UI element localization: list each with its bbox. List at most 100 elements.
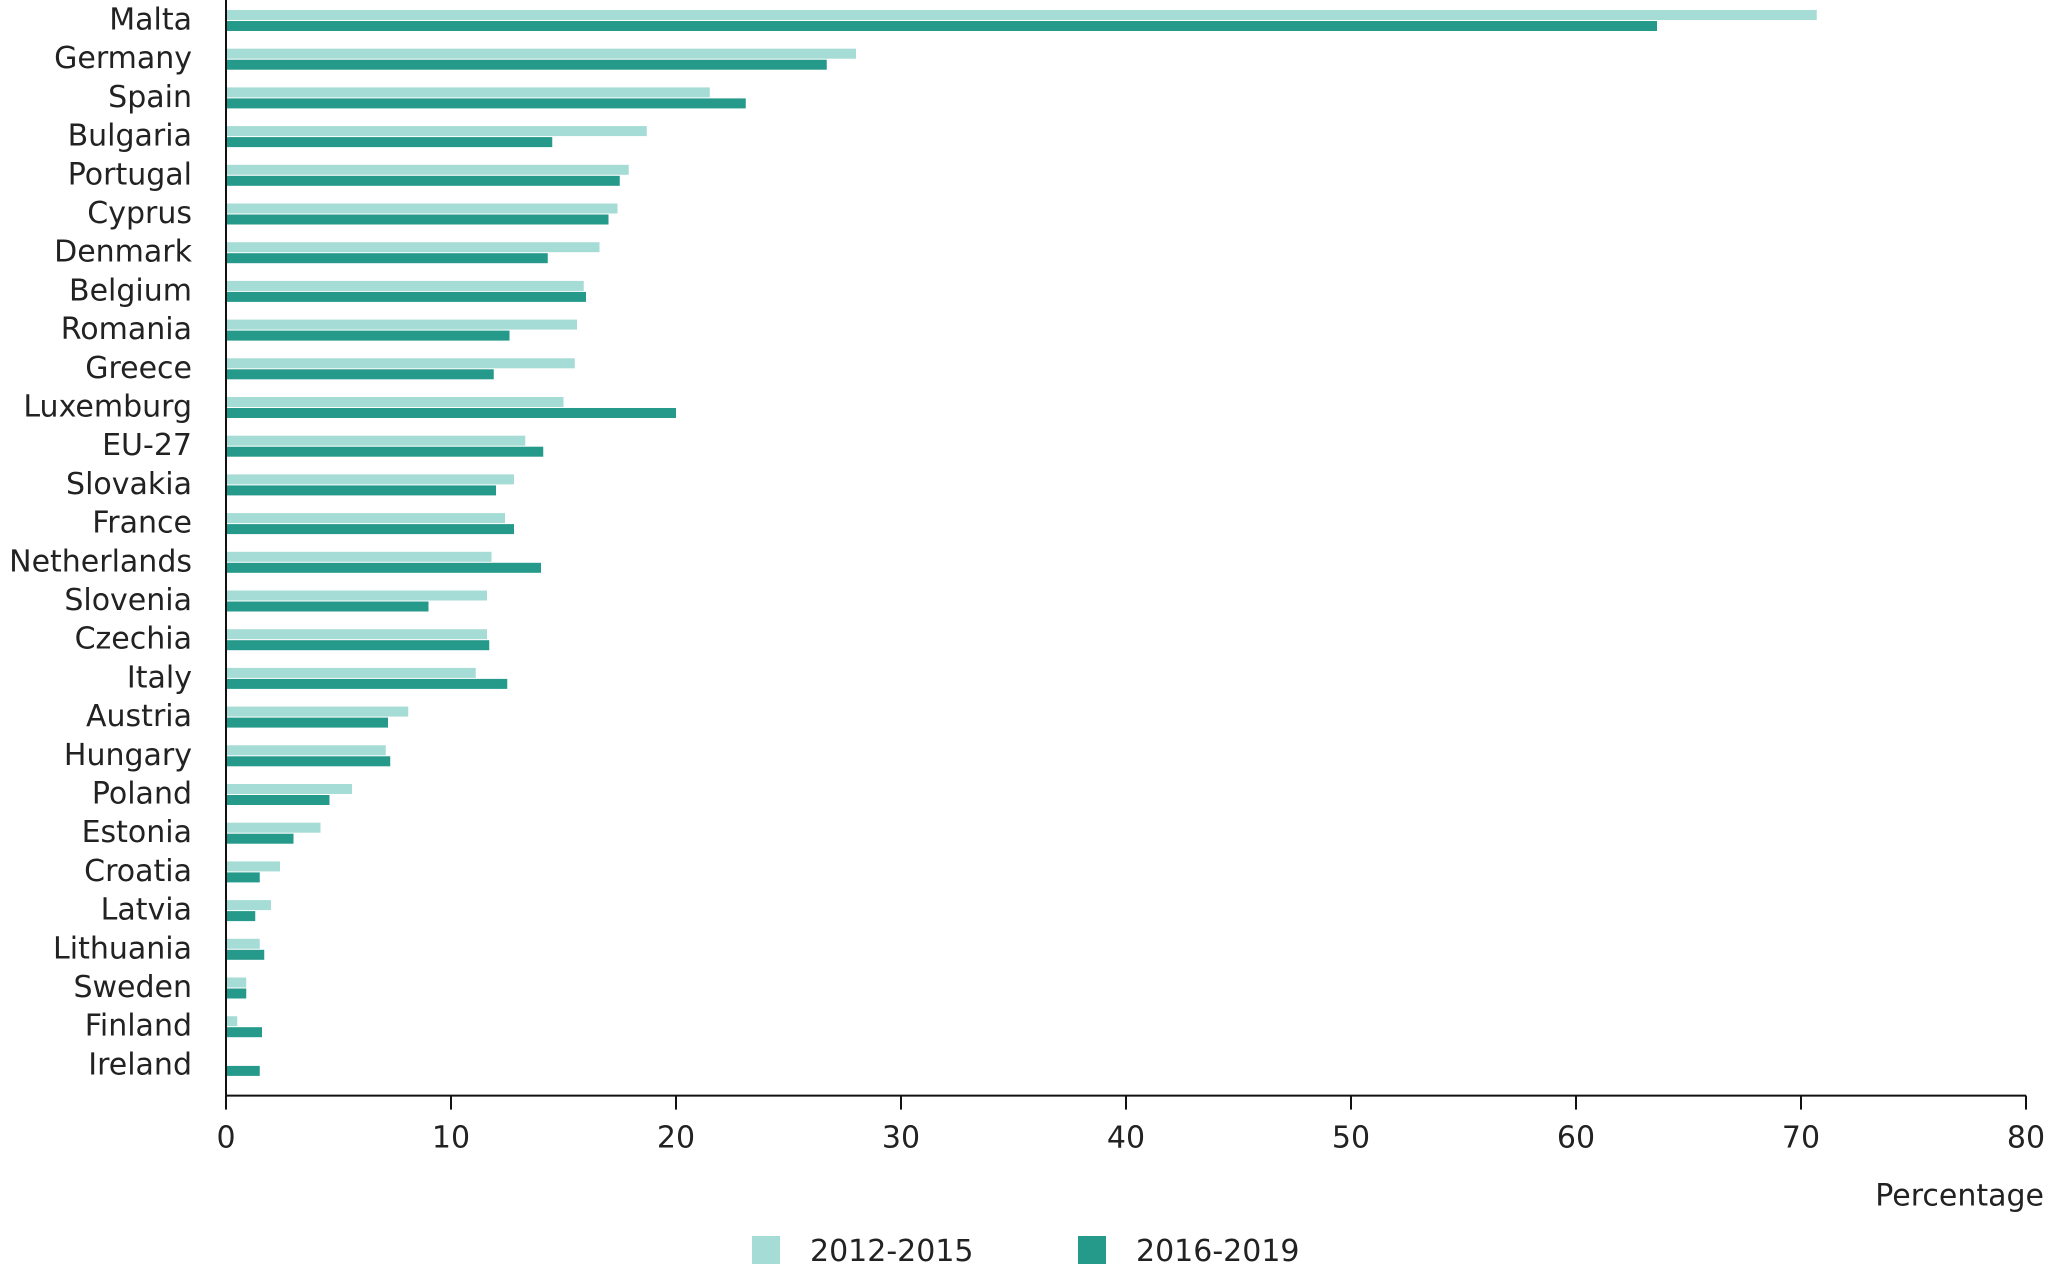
category-label: Greece (85, 351, 192, 386)
bar-2016-2019-france (226, 524, 514, 535)
bar-2012-2015-czechia (226, 629, 487, 640)
bar-2016-2019-spain (226, 98, 746, 109)
category-label: Lithuania (53, 931, 192, 966)
x-ticks: 0 10 20 30 40 50 60 70 80 (216, 1095, 2045, 1156)
bar-2012-2015-luxemburg (226, 397, 564, 407)
bar-2016-2019-italy (226, 678, 508, 689)
x-tick-label: 20 (657, 1121, 695, 1156)
bar-2016-2019-croatia (226, 872, 260, 883)
bar-2016-2019-finland (226, 1027, 262, 1038)
bar-2012-2015-portugal (226, 164, 629, 175)
bar-2012-2015-greece (226, 358, 575, 369)
bar-2016-2019-bulgaria (226, 137, 553, 148)
bar-2016-2019-belgium (226, 291, 586, 302)
bar-2016-2019-slovenia (226, 601, 429, 612)
bar-2016-2019-sweden (226, 988, 247, 999)
category-label: Sweden (73, 970, 192, 1005)
bar-2016-2019-denmark (226, 253, 548, 264)
bar-2016-2019-cyprus (226, 214, 609, 225)
category-label: Netherlands (9, 544, 192, 579)
category-label: Spain (108, 80, 192, 115)
bar-2016-2019-latvia (226, 911, 256, 922)
category-label: Slovenia (64, 583, 192, 618)
bar-2012-2015-bulgaria (226, 126, 647, 137)
category-label: Finland (85, 1009, 192, 1044)
category-label: Belgium (69, 273, 192, 308)
bar-2012-2015-france (226, 513, 505, 524)
bar-2012-2015-austria (226, 706, 409, 717)
bar-2012-2015-belgium (226, 280, 584, 291)
x-tick-label: 30 (882, 1121, 920, 1156)
category-label: Portugal (68, 157, 192, 192)
category-label: Czechia (75, 622, 192, 657)
bar-2016-2019-malta (226, 21, 1657, 31)
category-label: Ireland (88, 1047, 192, 1082)
bar-2012-2015-lithuania (226, 938, 260, 949)
bar-2016-2019-eu-27 (226, 446, 544, 457)
bar-2016-2019-austria (226, 717, 388, 728)
legend-label: 2012-2015 (810, 1234, 974, 1269)
bars-group (226, 10, 1817, 1076)
category-label: Malta (109, 3, 192, 38)
category-label: EU-27 (102, 428, 192, 463)
bar-2016-2019-ireland (226, 1065, 260, 1076)
category-label: France (92, 506, 192, 541)
x-tick-label: 10 (432, 1121, 470, 1156)
category-label: Hungary (64, 738, 192, 773)
bar-2012-2015-slovakia (226, 474, 514, 485)
bar-2012-2015-germany (226, 48, 856, 59)
bar-2016-2019-germany (226, 59, 827, 70)
x-tick-label: 80 (2007, 1121, 2045, 1156)
bar-2016-2019-lithuania (226, 949, 265, 960)
bar-2016-2019-poland (226, 795, 330, 805)
x-tick-label: 40 (1107, 1121, 1145, 1156)
bar-2012-2015-estonia (226, 822, 321, 833)
bar-2012-2015-eu-27 (226, 435, 526, 446)
bar-2012-2015-croatia (226, 861, 280, 872)
x-tick-label: 60 (1557, 1121, 1595, 1156)
legend-swatch-2012-2015 (752, 1236, 780, 1264)
category-label: Poland (92, 777, 192, 812)
bar-2012-2015-poland (226, 784, 352, 794)
category-label: Cyprus (87, 196, 192, 231)
bar-2016-2019-greece (226, 369, 494, 380)
legend: 2012-2015 2016-2019 (752, 1234, 1300, 1269)
category-label: Italy (127, 660, 192, 695)
x-axis-title: Percentage (1875, 1179, 2044, 1214)
category-label: Germany (54, 41, 192, 76)
category-label: Croatia (84, 854, 192, 889)
bar-2012-2015-italy (226, 667, 476, 678)
bar-2012-2015-spain (226, 87, 710, 98)
legend-label: 2016-2019 (1136, 1234, 1300, 1269)
bar-2016-2019-romania (226, 330, 510, 341)
bar-2016-2019-portugal (226, 175, 620, 186)
legend-swatch-2016-2019 (1078, 1236, 1106, 1264)
bar-2012-2015-slovenia (226, 590, 487, 601)
bar-2016-2019-luxemburg (226, 408, 676, 418)
bar-2012-2015-malta (226, 10, 1817, 20)
bar-2012-2015-sweden (226, 977, 247, 988)
bar-2016-2019-netherlands (226, 562, 541, 573)
category-label: Slovakia (66, 467, 192, 502)
bar-2012-2015-denmark (226, 242, 600, 253)
bar-2012-2015-romania (226, 319, 577, 330)
category-label: Luxemburg (23, 390, 192, 425)
category-label: Bulgaria (68, 119, 192, 154)
x-tick-label: 70 (1782, 1121, 1820, 1156)
bar-2012-2015-hungary (226, 745, 386, 756)
bar-2016-2019-hungary (226, 756, 391, 767)
bar-2016-2019-slovakia (226, 485, 496, 496)
bar-2012-2015-cyprus (226, 203, 618, 214)
x-tick-label: 50 (1332, 1121, 1370, 1156)
category-label: Estonia (82, 815, 192, 850)
x-tick-label: 0 (216, 1121, 235, 1156)
category-label: Romania (61, 312, 192, 347)
bar-2016-2019-estonia (226, 833, 294, 844)
category-label: Denmark (54, 235, 193, 270)
bar-2012-2015-finland (226, 1016, 238, 1027)
bar-2016-2019-czechia (226, 640, 490, 651)
bar-2012-2015-latvia (226, 900, 271, 911)
category-label: Austria (86, 699, 192, 734)
